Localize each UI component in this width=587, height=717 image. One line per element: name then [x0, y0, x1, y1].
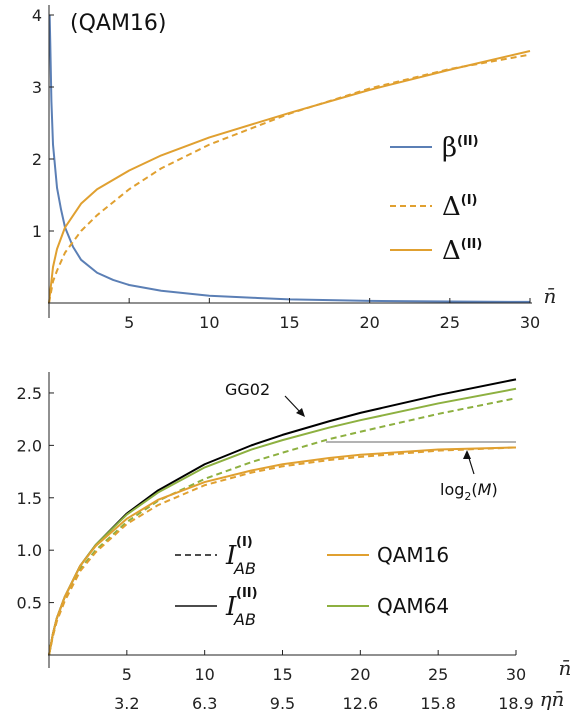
top-x-tick-label: 25 — [440, 313, 460, 332]
log2m-var: M — [478, 480, 492, 499]
bottom-x-tick-label-secondary: 9.5 — [270, 694, 295, 713]
log2m-log: log — [440, 480, 464, 499]
bottom-y-tick-label: 1.0 — [17, 541, 42, 560]
legend-delta2-main: Δ — [442, 236, 461, 266]
bottom-x-tick-label: 25 — [428, 665, 448, 684]
gg02-annotation: GG02 — [225, 380, 270, 399]
top-y-tick-label: 1 — [32, 222, 42, 241]
bottom-y-tick-label: 1.5 — [17, 489, 42, 508]
legend-delta2-sup: (II) — [461, 237, 483, 252]
log2m-arrow-head — [463, 450, 471, 459]
bottom-series-layer — [48, 378, 517, 656]
legend-iab1-sup: (I) — [236, 535, 253, 550]
legend-iab2-sup: (II) — [236, 586, 258, 601]
legend-iab1-main: I — [225, 541, 237, 571]
top-series-1 — [48, 53, 531, 304]
legend-beta-sup: (II) — [457, 134, 479, 149]
top-y-tick-label: 2 — [32, 150, 42, 169]
top-panel-annotation: (QAM16) — [70, 11, 167, 36]
top-x-tick-label: 5 — [124, 313, 134, 332]
bottom-x-axis-label: n̄ — [559, 656, 572, 680]
legend-delta2-label: Δ(II) — [442, 236, 482, 266]
bottom-x-tick-label-secondary: 15.8 — [420, 694, 456, 713]
bottom-series-3 — [48, 446, 517, 656]
top-y-tick-label: 4 — [32, 6, 42, 25]
bottom-y-tick-label: 2.5 — [17, 384, 42, 403]
log2m-open: ( — [471, 480, 477, 499]
legend-delta1-sup: (I) — [461, 193, 478, 208]
bottom-y-tick-label: 2.0 — [17, 436, 42, 455]
bottom-x-tick-label: 5 — [122, 665, 132, 684]
top-x-axis-label: n̄ — [544, 284, 557, 308]
bottom-chart: 5 3.2 10 6.3 15 9.5 20 12.6 25 15.8 30 18.9 0.5 1.0 1.… — [17, 372, 572, 713]
top-x-tick-label: 10 — [199, 313, 219, 332]
top-ticks-layer: 5 10 15 20 25 30 1 2 3 4 — [32, 6, 540, 332]
top-y-tick-label: 3 — [32, 78, 42, 97]
legend-delta1-label: Δ(I) — [442, 192, 478, 222]
bottom-x-axis-label-secondary: ηn̄ — [540, 687, 565, 711]
bottom-x-tick-label-secondary: 18.9 — [498, 694, 534, 713]
bottom-x-tick-label-secondary: 6.3 — [192, 694, 217, 713]
legend-iab1-sub: AB — [233, 559, 256, 578]
bottom-x-tick-label: 10 — [194, 665, 214, 684]
bottom-legend: I (I) AB I (II) AB QAM16 QAM64 — [175, 535, 449, 629]
log2m-sub: 2 — [464, 490, 471, 503]
bottom-x-tick-label: 30 — [506, 665, 526, 684]
gg02-arrow-head — [296, 408, 305, 417]
bottom-ticks-layer: 5 3.2 10 6.3 15 9.5 20 12.6 25 15.8 30 18.9 0.5 1.0 1.… — [17, 384, 534, 713]
bottom-y-tick-label: 0.5 — [17, 594, 42, 613]
top-x-tick-label: 15 — [279, 313, 299, 332]
top-series-2 — [48, 50, 531, 304]
log2m-annotation: log2(M) — [440, 480, 498, 503]
bottom-x-tick-label: 20 — [350, 665, 370, 684]
bottom-x-tick-label-secondary: 3.2 — [114, 694, 139, 713]
legend-qam64-label: QAM64 — [377, 594, 449, 618]
legend-qam16-label: QAM16 — [377, 543, 449, 567]
bottom-series-4 — [48, 446, 517, 656]
top-x-tick-label: 20 — [359, 313, 379, 332]
log2m-close: ) — [491, 480, 497, 499]
legend-beta-main: β — [442, 133, 457, 163]
bottom-x-tick-label: 15 — [272, 665, 292, 684]
bottom-x-tick-label-secondary: 12.6 — [343, 694, 379, 713]
legend-delta1-main: Δ — [442, 192, 461, 222]
top-legend: β(II) Δ(I) Δ(II) — [390, 133, 482, 266]
top-x-tick-label: 30 — [520, 313, 540, 332]
legend-beta-label: β(II) — [442, 133, 479, 163]
legend-iab2-main: I — [225, 592, 237, 622]
legend-iab2-sub: AB — [233, 610, 256, 629]
